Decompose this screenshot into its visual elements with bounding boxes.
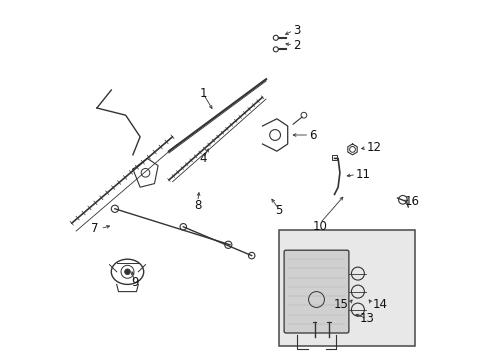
FancyBboxPatch shape xyxy=(278,230,415,346)
Text: 3: 3 xyxy=(292,24,300,37)
FancyBboxPatch shape xyxy=(284,250,348,333)
Text: 13: 13 xyxy=(359,312,374,325)
Text: 16: 16 xyxy=(404,195,419,208)
Text: 2: 2 xyxy=(292,39,300,51)
Text: 11: 11 xyxy=(355,168,370,181)
Text: 12: 12 xyxy=(366,141,381,154)
Text: 5: 5 xyxy=(274,204,282,217)
Circle shape xyxy=(124,269,130,275)
Text: 4: 4 xyxy=(199,152,206,165)
Text: 14: 14 xyxy=(371,298,386,311)
Text: 7: 7 xyxy=(91,222,99,235)
Text: 8: 8 xyxy=(194,199,201,212)
Text: 1: 1 xyxy=(199,87,206,100)
Text: 10: 10 xyxy=(312,220,327,233)
Text: 6: 6 xyxy=(309,129,316,141)
Text: 9: 9 xyxy=(131,276,138,289)
Bar xyxy=(331,155,337,160)
Text: 15: 15 xyxy=(333,298,348,311)
